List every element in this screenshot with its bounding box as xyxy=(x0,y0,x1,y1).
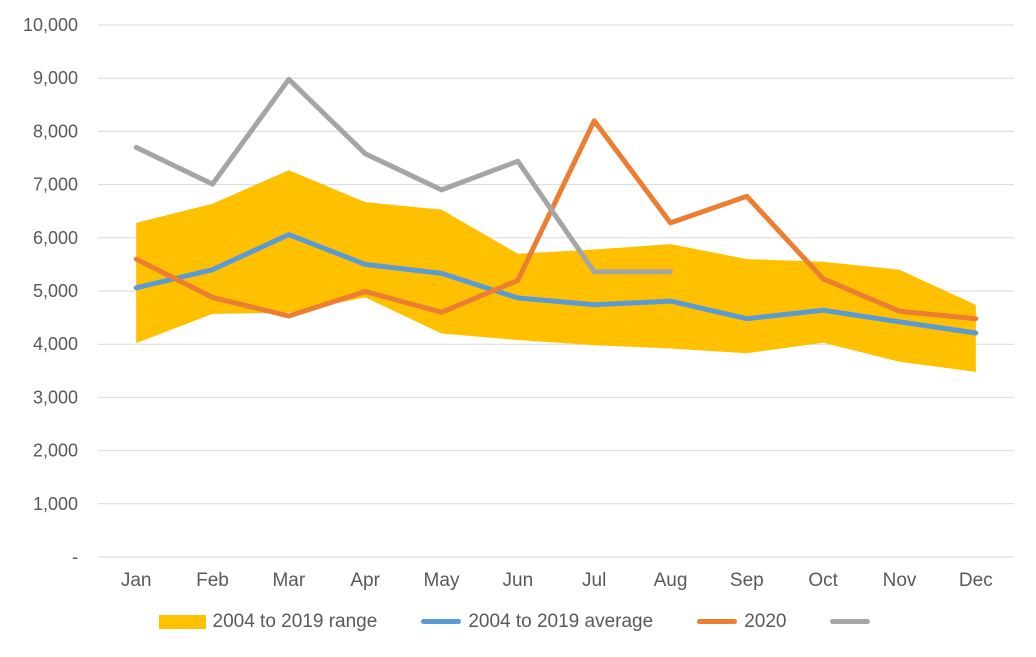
y-tick-label: 3,000 xyxy=(33,387,78,407)
line-2004-2019-average xyxy=(133,232,979,336)
line-2020-swatch-icon xyxy=(697,619,738,624)
legend-label-2020: 2020 xyxy=(744,611,787,632)
x-tick-label: Oct xyxy=(808,570,838,591)
x-tick-label: Dec xyxy=(959,570,993,591)
x-tick-label: Jul xyxy=(582,570,606,591)
legend-item-range: 2004 to 2019 range xyxy=(158,611,378,632)
chart-plot-area: - 1,000 2,000 3,000 4,000 5,000 6,000 7,000 8,00… xyxy=(23,15,1014,591)
y-tick-label: - xyxy=(72,547,78,567)
x-tick-label: Apr xyxy=(350,570,380,591)
x-tick-label: Sep xyxy=(730,570,764,591)
range-band-swatch-icon xyxy=(158,614,206,629)
legend-item-2020: 2020 xyxy=(697,612,786,631)
x-tick-label: Nov xyxy=(883,570,917,591)
legend-item-average: 2004 to 2019 average xyxy=(421,612,653,631)
y-tick-label: 9,000 xyxy=(33,68,78,88)
y-tick-label: 8,000 xyxy=(33,121,78,141)
x-tick-label: Jan xyxy=(121,570,152,591)
y-tick-label: 4,000 xyxy=(33,334,78,354)
legend-label-average: 2004 to 2019 average xyxy=(468,611,654,632)
line-2020 xyxy=(133,118,979,322)
range-band xyxy=(136,170,976,372)
gray-line-swatch-icon xyxy=(830,619,871,624)
y-tick-label: 10,000 xyxy=(23,15,78,35)
x-tick-label: Feb xyxy=(196,570,229,591)
y-tick-label: 7,000 xyxy=(33,175,78,195)
y-tick-label: 5,000 xyxy=(33,281,78,301)
x-tick-label: May xyxy=(424,570,460,591)
y-tick-label: 2,000 xyxy=(33,441,78,461)
y-tick-label: 1,000 xyxy=(33,494,78,514)
x-tick-label: Jun xyxy=(503,570,534,591)
x-tick-label: Aug xyxy=(654,570,688,591)
y-tick-label: 6,000 xyxy=(33,228,78,248)
average-line-swatch-icon xyxy=(421,619,462,624)
legend-item-unnamed-series xyxy=(830,619,877,624)
line-gray-unnamed xyxy=(133,76,673,275)
legend: 2004 to 2019 range 2004 to 2019 average … xyxy=(0,612,1036,631)
x-tick-label: Mar xyxy=(272,570,305,591)
legend-label-range: 2004 to 2019 range xyxy=(212,611,378,632)
